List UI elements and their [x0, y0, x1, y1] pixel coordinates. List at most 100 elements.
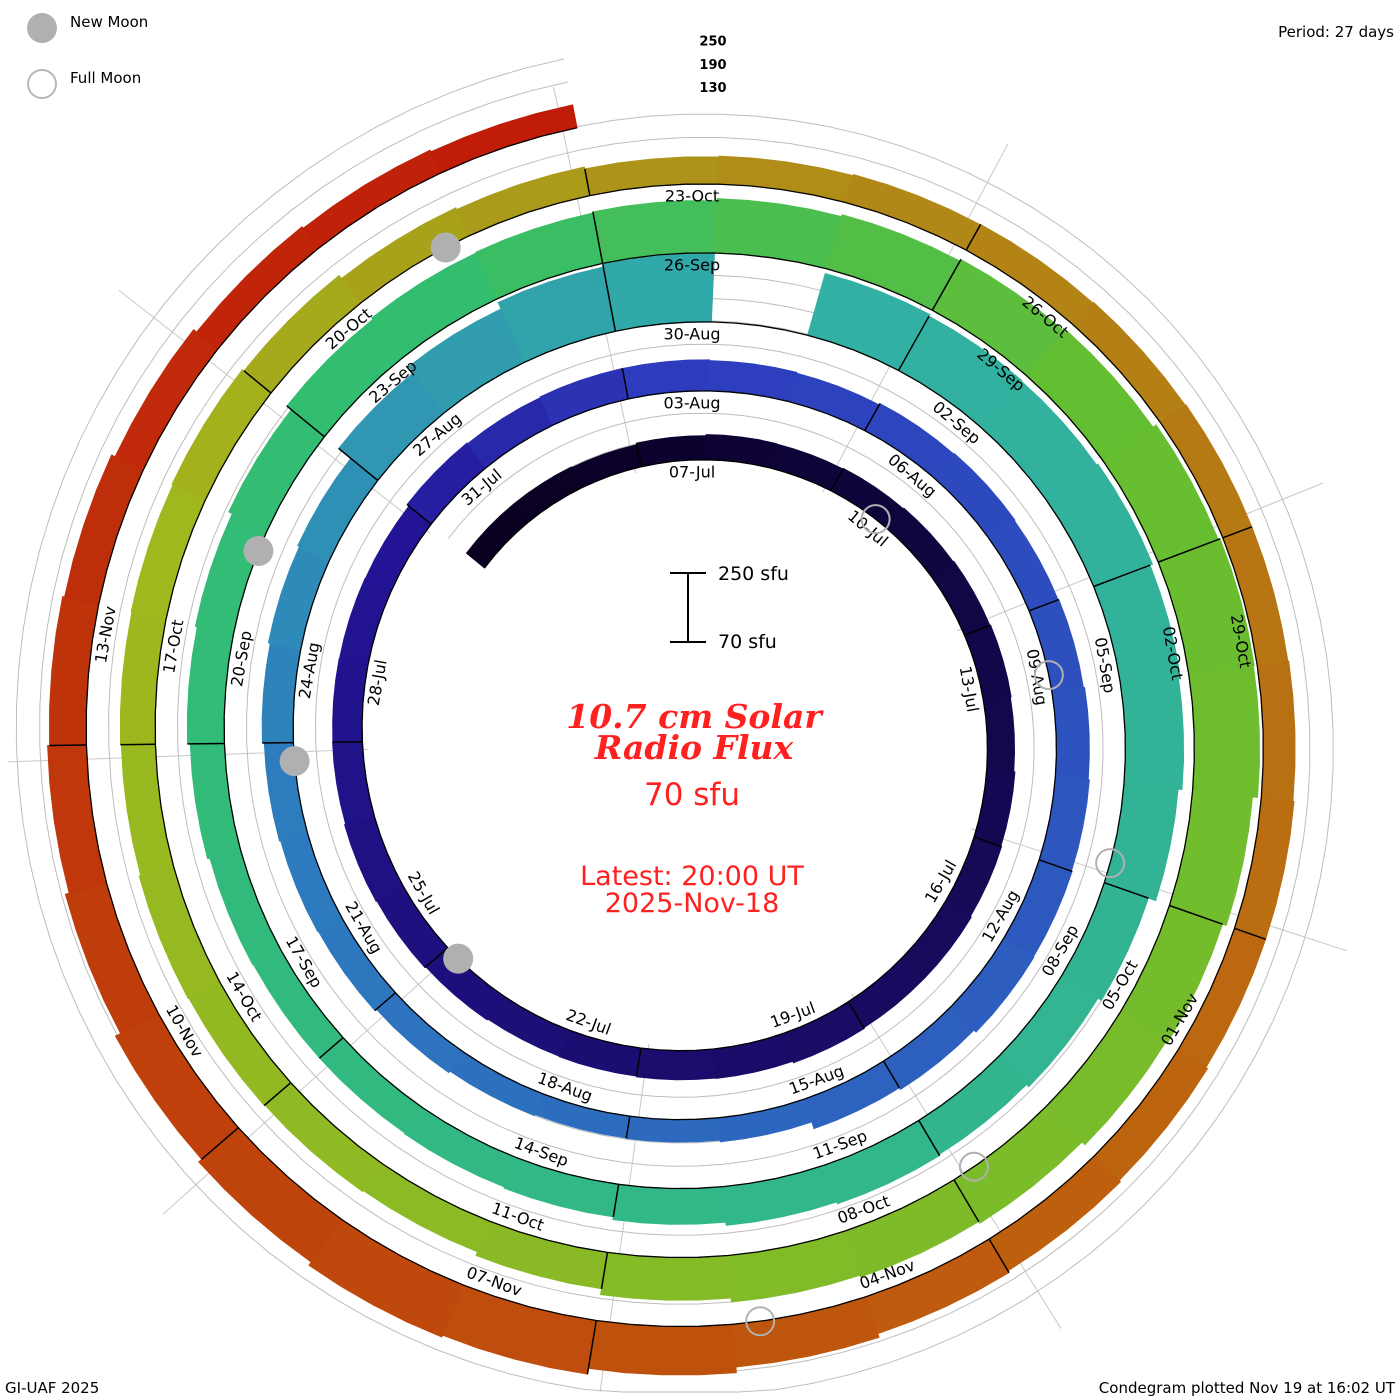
latest-time: Latest: 20:00 UT [580, 861, 804, 892]
flux-bar [49, 596, 100, 746]
date-label: 30-Aug [663, 325, 720, 344]
scale-top-label: 250 sfu [718, 563, 789, 585]
flux-bar [571, 444, 642, 489]
reference-spiral-190 [39, 81, 1311, 1374]
date-divider [897, 315, 930, 371]
date-divider [965, 223, 982, 251]
flux-bar [449, 1051, 544, 1117]
full-moon-icon [1095, 848, 1126, 879]
credit-label: GI-UAF 2025 [5, 1379, 100, 1397]
date-divider [1093, 564, 1151, 588]
date-divider [1038, 859, 1073, 873]
flux-bar [973, 768, 1016, 847]
flux-bar [587, 1320, 737, 1376]
date-label: 26-Sep [664, 256, 720, 275]
current-value: 70 sfu [644, 777, 740, 813]
date-divider [864, 403, 881, 431]
flux-bar [279, 833, 343, 933]
flux-bar [1051, 687, 1090, 781]
flux-bar [430, 104, 578, 174]
new-moon-legend-icon [27, 13, 57, 43]
date-divider [586, 1320, 598, 1375]
spiral-baseline [85, 127, 1264, 1328]
flux-bar [932, 452, 1016, 539]
reference-level-label: 130 [699, 81, 726, 96]
date-divider [319, 1037, 344, 1059]
date-divider [882, 1060, 901, 1089]
date-divider [338, 447, 379, 482]
flux-bar [732, 1296, 880, 1368]
flux-bar [847, 956, 925, 1029]
date-divider [201, 1127, 239, 1160]
date-divider [1169, 904, 1223, 925]
date-divider [1234, 927, 1266, 940]
date-divider [953, 1179, 980, 1222]
flux-bar [442, 1284, 597, 1375]
date-divider [612, 1184, 620, 1218]
flux-bar [189, 742, 242, 860]
full-moon-icon [745, 1306, 776, 1337]
radial-grid-line [851, 993, 1062, 1329]
scale-bar [670, 572, 706, 643]
date-divider [1104, 881, 1149, 899]
scale-bottom-label: 70 sfu [718, 631, 777, 653]
legend-new-moon-label: New Moon [70, 13, 149, 31]
flux-bar [558, 1029, 642, 1077]
new-moon-icon [243, 535, 274, 566]
date-divider [635, 442, 642, 467]
flux-bar [364, 505, 432, 592]
flux-bar [950, 937, 1035, 1033]
flux-bar [883, 1005, 975, 1091]
date-label: 03-Aug [663, 394, 720, 413]
flux-bar [332, 741, 376, 825]
flux-bar [297, 457, 379, 562]
flux-bar [713, 1032, 794, 1079]
date-divider [964, 624, 992, 636]
flux-bar [1119, 674, 1185, 790]
date-divider [931, 259, 962, 311]
full-moon-legend-icon [27, 69, 57, 99]
flux-bar [403, 1107, 518, 1188]
flux-bar [513, 466, 582, 524]
flux-bar [338, 577, 392, 666]
new-moon-icon [430, 232, 461, 263]
date-divider [847, 1001, 865, 1029]
flux-bar [1038, 775, 1090, 872]
flux-bar [769, 443, 844, 492]
date-divider [600, 1252, 609, 1289]
date-divider [635, 1048, 642, 1077]
flux-bar [717, 155, 854, 203]
date-divider [406, 503, 432, 525]
date-divider [988, 1238, 1010, 1273]
date-label: 07-Jul [669, 463, 715, 482]
date-divider [1157, 538, 1221, 563]
flux-bar [375, 992, 465, 1074]
flux-bar [308, 1219, 465, 1338]
date-divider [263, 1082, 292, 1107]
full-moon-icon [860, 504, 891, 535]
full-moon-icon [958, 1151, 989, 1182]
full-moon-icon [1033, 660, 1064, 691]
flux-bar [707, 360, 798, 402]
flux-bar [727, 1230, 861, 1303]
new-moon-icon [279, 746, 310, 777]
reference-level-label: 190 [699, 58, 726, 73]
flux-bar [982, 696, 1016, 773]
flux-bar [612, 1183, 727, 1225]
flux-bar [1188, 665, 1260, 798]
date-divider [602, 264, 617, 332]
legend-full-moon-label: Full Moon [70, 69, 142, 87]
date-divider [830, 467, 845, 492]
date-divider [625, 1116, 631, 1139]
flux-bar [318, 1037, 424, 1134]
flux-bar [600, 1251, 732, 1301]
date-divider [286, 405, 325, 438]
flux-bar [120, 743, 175, 876]
date-divider [973, 836, 1002, 848]
new-moon-icon [443, 943, 474, 974]
flux-bar [465, 503, 529, 569]
flux-bar [635, 1047, 717, 1081]
flux-bar [788, 372, 880, 432]
date-divider [592, 211, 604, 264]
date-divider [243, 370, 272, 394]
